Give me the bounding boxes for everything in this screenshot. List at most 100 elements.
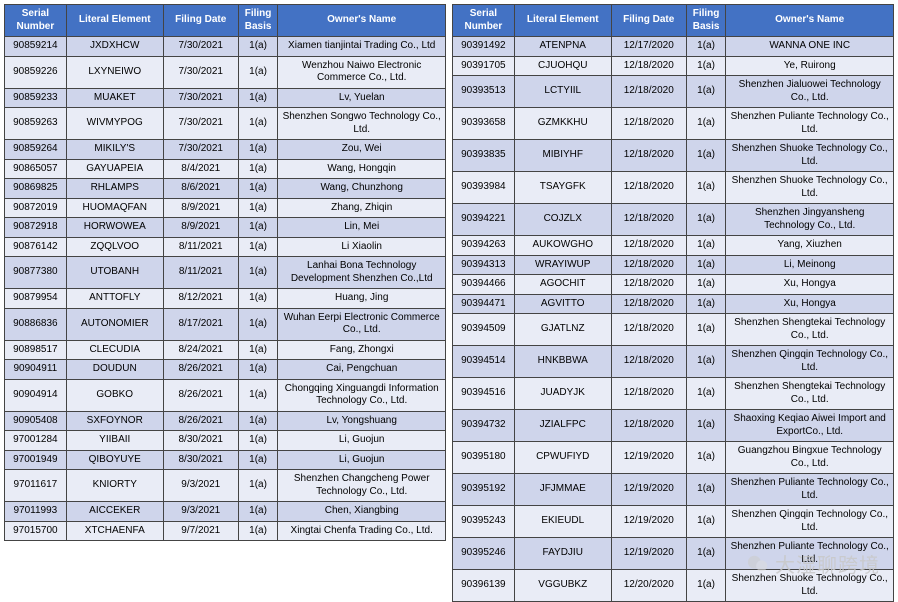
cell-date: 12/18/2020 — [611, 314, 686, 346]
cell-serial: 90859226 — [5, 56, 67, 88]
table-row: 90395192JFJMMAE12/19/20201(a)Shenzhen Pu… — [453, 474, 894, 506]
cell-basis: 1(a) — [686, 294, 726, 314]
cell-basis: 1(a) — [238, 360, 278, 380]
cell-serial: 90395246 — [453, 538, 515, 570]
table-row: 90395243EKIEUDL12/19/20201(a)Shenzhen Qi… — [453, 506, 894, 538]
cell-literal: AUKOWGHO — [514, 236, 611, 256]
cell-date: 8/24/2021 — [163, 340, 238, 360]
cell-serial: 90904914 — [5, 379, 67, 411]
cell-owner: Shaoxing Keqiao Aiwei Import and ExportC… — [726, 410, 894, 442]
table-row: 90394471AGVITTO12/18/20201(a)Xu, Hongya — [453, 294, 894, 314]
col-serial: Serial Number — [5, 5, 67, 37]
cell-basis: 1(a) — [686, 172, 726, 204]
cell-basis: 1(a) — [238, 257, 278, 289]
cell-literal: HNKBBWA — [514, 346, 611, 378]
cell-literal: DOUDUN — [66, 360, 163, 380]
cell-literal: CLECUDIA — [66, 340, 163, 360]
cell-owner: Zhang, Zhiqin — [278, 198, 446, 218]
cell-serial: 90394263 — [453, 236, 515, 256]
cell-serial: 90394471 — [453, 294, 515, 314]
cell-literal: TSAYGFK — [514, 172, 611, 204]
cell-literal: HORWOWEA — [66, 218, 163, 238]
trademarks-table-right: Serial Number Literal Element Filing Dat… — [452, 4, 894, 602]
table-row: 97011993AICCEKER9/3/20211(a)Chen, Xiangb… — [5, 502, 446, 522]
cell-date: 12/18/2020 — [611, 56, 686, 76]
cell-date: 8/26/2021 — [163, 379, 238, 411]
cell-date: 8/11/2021 — [163, 257, 238, 289]
cell-date: 12/18/2020 — [611, 204, 686, 236]
cell-date: 8/30/2021 — [163, 431, 238, 451]
cell-basis: 1(a) — [686, 204, 726, 236]
cell-date: 7/30/2021 — [163, 88, 238, 108]
cell-owner: Shenzhen Changcheng Power Technology Co.… — [278, 470, 446, 502]
table-row: 90391492ATENPNA12/17/20201(a)WANNA ONE I… — [453, 37, 894, 57]
cell-basis: 1(a) — [238, 411, 278, 431]
col-literal: Literal Element — [514, 5, 611, 37]
cell-date: 12/18/2020 — [611, 410, 686, 442]
cell-date: 12/18/2020 — [611, 236, 686, 256]
cell-owner: Lv, Yongshuang — [278, 411, 446, 431]
cell-literal: AICCEKER — [66, 502, 163, 522]
cell-owner: Lv, Yuelan — [278, 88, 446, 108]
cell-literal: GAYUAPEIA — [66, 159, 163, 179]
cell-date: 9/3/2021 — [163, 502, 238, 522]
cell-serial: 97001949 — [5, 450, 67, 470]
cell-owner: Shenzhen Puliante Technology Co., Ltd. — [726, 474, 894, 506]
cell-date: 12/19/2020 — [611, 506, 686, 538]
cell-basis: 1(a) — [686, 108, 726, 140]
cell-literal: CPWUFIYD — [514, 442, 611, 474]
cell-owner: Shenzhen Shuoke Technology Co., Ltd. — [726, 570, 894, 602]
cell-owner: Shenzhen Songwo Technology Co., Ltd. — [278, 108, 446, 140]
cell-owner: Wenzhou Naiwo Electronic Commerce Co., L… — [278, 56, 446, 88]
cell-serial: 90394221 — [453, 204, 515, 236]
cell-owner: Shenzhen Puliante Technology Co., Ltd. — [726, 538, 894, 570]
cell-serial: 90879954 — [5, 289, 67, 309]
col-date: Filing Date — [611, 5, 686, 37]
cell-serial: 90905408 — [5, 411, 67, 431]
right-table-container: Serial Number Literal Element Filing Dat… — [452, 4, 894, 602]
cell-serial: 90859263 — [5, 108, 67, 140]
table-row: 97001949QIBOYUYE8/30/20211(a)Li, Guojun — [5, 450, 446, 470]
cell-date: 12/18/2020 — [611, 255, 686, 275]
col-date: Filing Date — [163, 5, 238, 37]
cell-owner: Shenzhen Jingyansheng Technology Co., Lt… — [726, 204, 894, 236]
cell-date: 9/7/2021 — [163, 521, 238, 541]
cell-serial: 90391492 — [453, 37, 515, 57]
cell-literal: JXDXHCW — [66, 37, 163, 57]
cell-literal: COJZLX — [514, 204, 611, 236]
table-row: 90859233MUAKET7/30/20211(a)Lv, Yuelan — [5, 88, 446, 108]
cell-literal: ANTTOFLY — [66, 289, 163, 309]
cell-basis: 1(a) — [686, 346, 726, 378]
cell-basis: 1(a) — [238, 340, 278, 360]
cell-date: 12/18/2020 — [611, 76, 686, 108]
table-row: 90859214JXDXHCW7/30/20211(a)Xiamen tianj… — [5, 37, 446, 57]
cell-serial: 90396139 — [453, 570, 515, 602]
cell-serial: 90395192 — [453, 474, 515, 506]
cell-owner: Shenzhen Shuoke Technology Co., Ltd. — [726, 140, 894, 172]
col-literal: Literal Element — [66, 5, 163, 37]
cell-literal: HUOMAQFAN — [66, 198, 163, 218]
cell-date: 12/18/2020 — [611, 275, 686, 295]
cell-date: 8/26/2021 — [163, 360, 238, 380]
table-row: 90865057GAYUAPEIA8/4/20211(a)Wang, Hongq… — [5, 159, 446, 179]
cell-date: 12/18/2020 — [611, 140, 686, 172]
cell-literal: FAYDJIU — [514, 538, 611, 570]
cell-serial: 90877380 — [5, 257, 67, 289]
cell-serial: 90395180 — [453, 442, 515, 474]
cell-date: 9/3/2021 — [163, 470, 238, 502]
cell-owner: Guangzhou Bingxue Technology Co., Ltd. — [726, 442, 894, 474]
cell-owner: Shenzhen Shengtekai Technology Co., Ltd. — [726, 378, 894, 410]
left-table-container: Serial Number Literal Element Filing Dat… — [4, 4, 446, 602]
cell-literal: AGOCHIT — [514, 275, 611, 295]
cell-serial: 90869825 — [5, 179, 67, 199]
table-row: 90395246FAYDJIU12/19/20201(a)Shenzhen Pu… — [453, 538, 894, 570]
cell-owner: Shenzhen Qingqin Technology Co., Ltd. — [726, 506, 894, 538]
table-header: Serial Number Literal Element Filing Dat… — [5, 5, 446, 37]
cell-owner: Wuhan Eerpi Electronic Commerce Co., Ltd… — [278, 308, 446, 340]
cell-date: 8/30/2021 — [163, 450, 238, 470]
cell-serial: 90872019 — [5, 198, 67, 218]
cell-date: 12/18/2020 — [611, 172, 686, 204]
table-row: 90859264MIKILY'S7/30/20211(a)Zou, Wei — [5, 140, 446, 160]
cell-basis: 1(a) — [686, 140, 726, 172]
cell-literal: UTOBANH — [66, 257, 163, 289]
